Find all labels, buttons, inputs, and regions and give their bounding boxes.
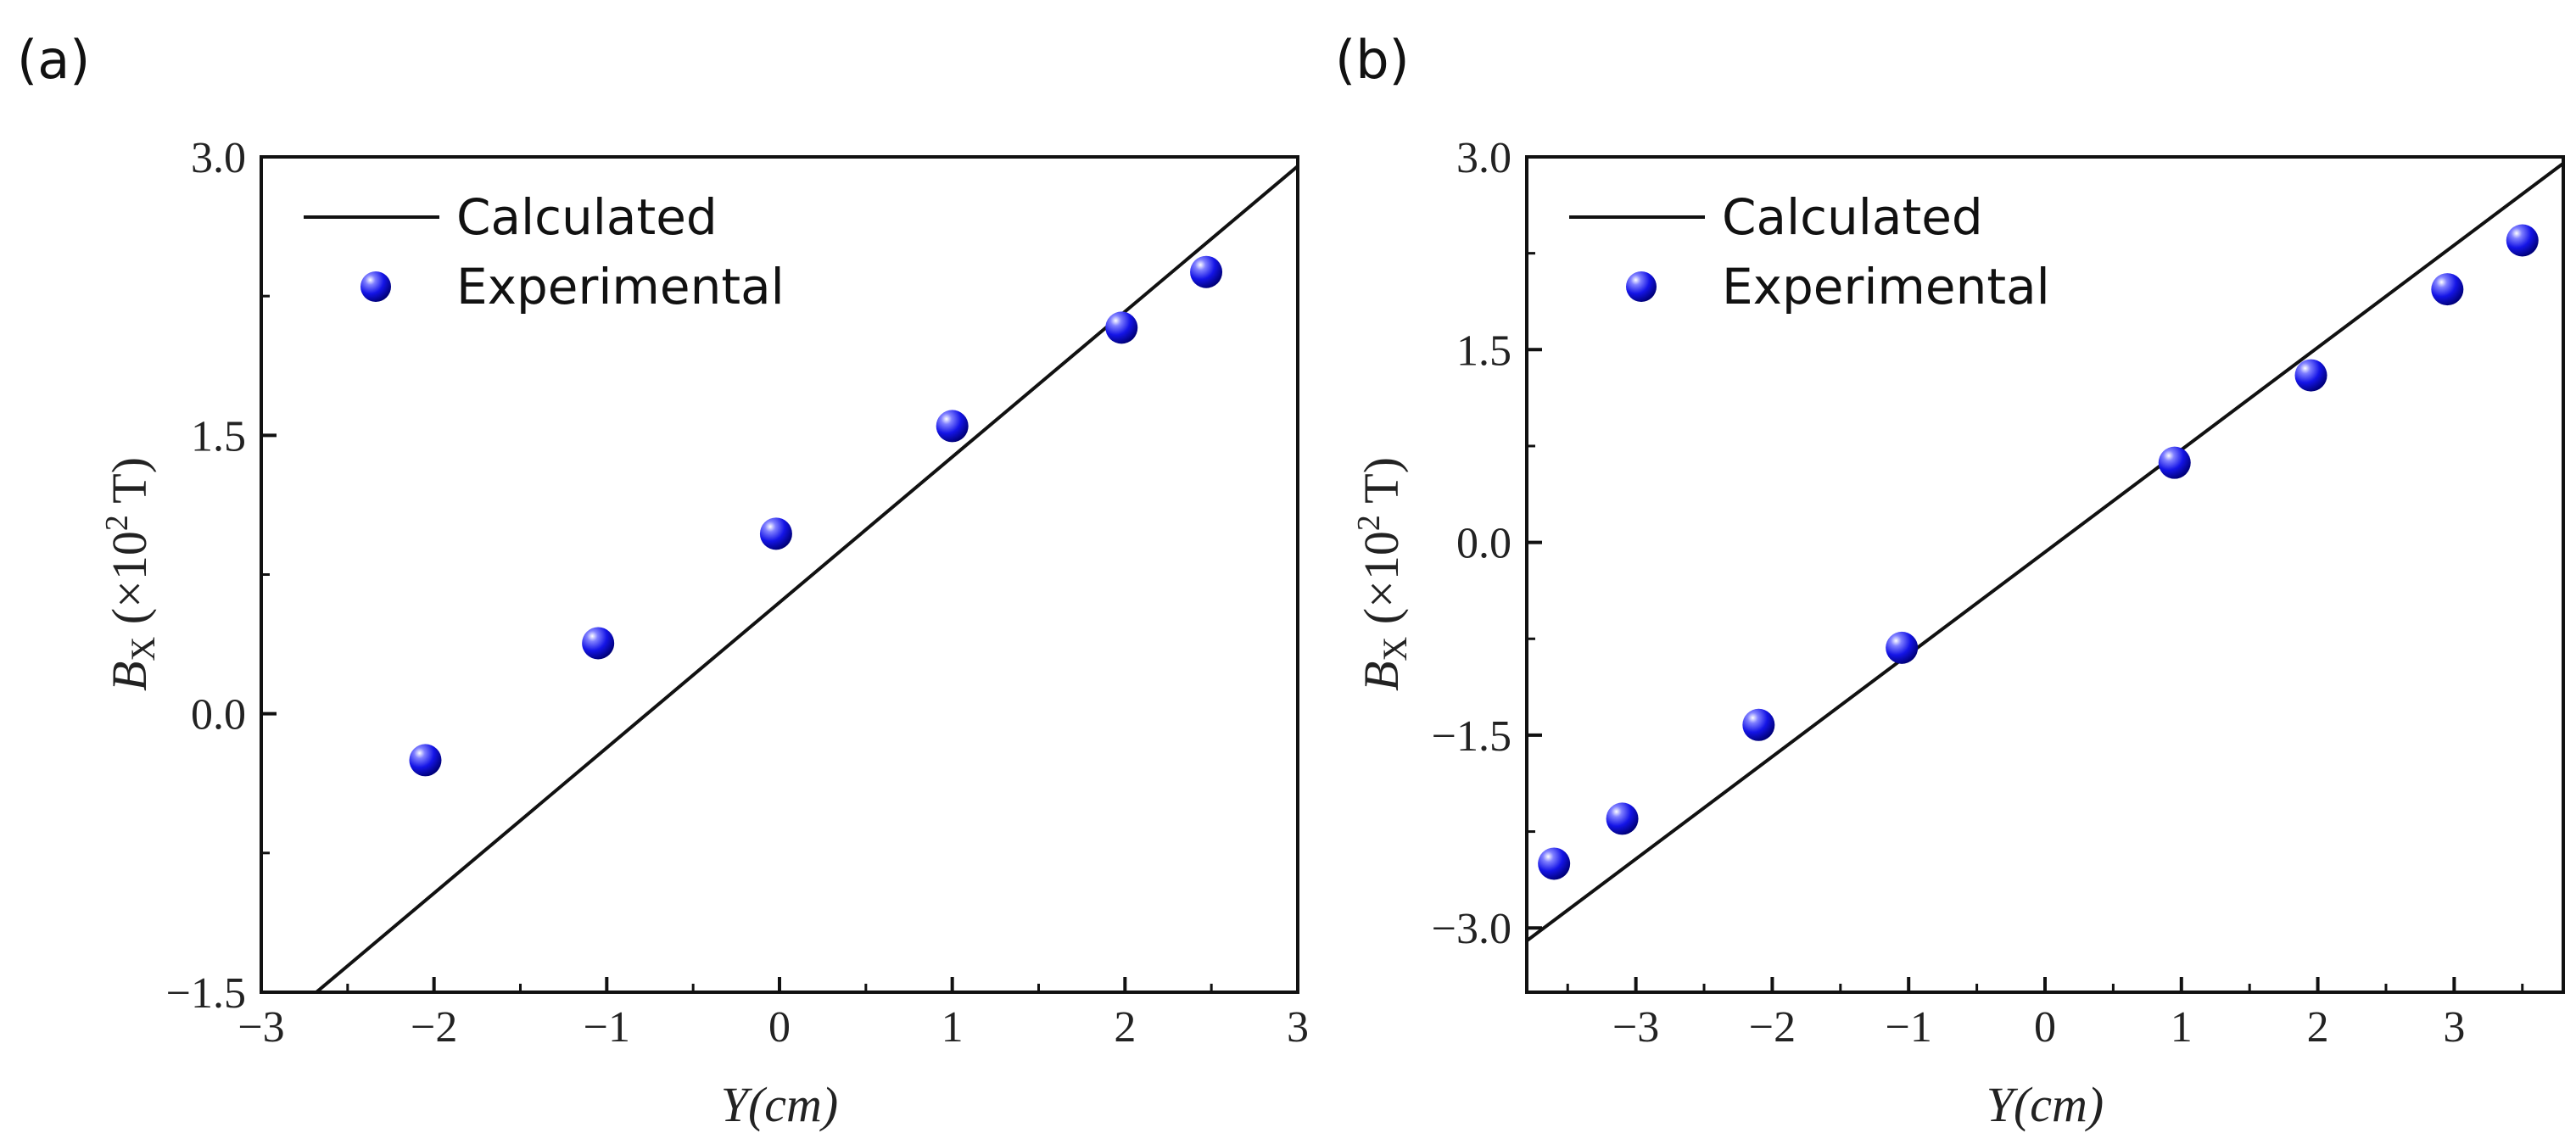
y-tick-label-a: 3.0 [191, 134, 246, 182]
chart-panel-b: (b) −3 −2 −1 0 1 2 3 −3.0 −1.5 0.0 1.5 3.0 Calculat… [1335, 29, 2565, 1132]
experimental-point-a [582, 627, 615, 660]
y-axis-label-b: BX (×102 T) [1351, 457, 1414, 691]
x-tick-label-b: 2 [2307, 1003, 2329, 1052]
x-tick-label-a: −1 [584, 1003, 630, 1052]
legend-label-calculated-b: Calculated [1722, 188, 1983, 246]
experimental-point-a [1105, 311, 1138, 344]
y-tick-label-b: 0.0 [1456, 520, 1512, 568]
experimental-point-a [759, 517, 792, 550]
panel-label-b: (b) [1335, 29, 1410, 91]
legend-label-calculated-a: Calculated [456, 188, 718, 246]
data-marks-a [313, 165, 1298, 992]
experimental-point-b [1538, 847, 1571, 880]
x-tick-label-b: −2 [1749, 1003, 1796, 1052]
legend-b: Calculated Experimental [1569, 188, 2050, 315]
x-axis-label-a: Y(cm) [721, 1077, 839, 1132]
y-tick-label-b: −3.0 [1432, 905, 1512, 953]
y-axis-label-a: BX (×102 T) [99, 457, 162, 691]
experimental-point-a [409, 744, 442, 777]
experimental-point-b [1606, 802, 1639, 835]
y-tick-label-a: 1.5 [191, 412, 246, 460]
experimental-point-b [2294, 359, 2327, 392]
x-tick-label-a: 3 [1287, 1003, 1309, 1052]
experimental-point-a [1190, 255, 1223, 288]
x-tick-label-a: −2 [411, 1003, 457, 1052]
experimental-point-b [2158, 446, 2191, 479]
axis-ticks-b: −3 −2 −1 0 1 2 3 −3.0 −1.5 0.0 1.5 3.0 [1432, 134, 2524, 1052]
experimental-point-b [2431, 273, 2464, 306]
experimental-point-a [936, 410, 969, 443]
y-tick-label-b: −1.5 [1432, 712, 1512, 761]
x-tick-label-b: −3 [1612, 1003, 1659, 1052]
x-tick-label-a: 2 [1114, 1003, 1136, 1052]
calculated-line-a [313, 165, 1298, 992]
x-tick-label-a: 1 [942, 1003, 964, 1052]
x-tick-label-b: 0 [2034, 1003, 2056, 1052]
y-tick-label-a: −1.5 [166, 969, 246, 1018]
experimental-point-b [1886, 631, 1919, 664]
x-tick-label-b: 3 [2443, 1003, 2465, 1052]
chart-panel-a: (a) −3 −2 −1 0 1 2 3 −1.5 0.0 1.5 3.0 Calculated E… [17, 29, 1309, 1132]
y-tick-label-b: 3.0 [1456, 134, 1512, 182]
x-tick-label-a: 0 [768, 1003, 791, 1052]
panel-label-a: (a) [17, 29, 90, 91]
x-tick-label-b: −1 [1886, 1003, 1932, 1052]
legend-marker-experimental-a [360, 271, 391, 302]
x-tick-label-a: −3 [237, 1003, 284, 1052]
legend-a: Calculated Experimental [304, 188, 785, 315]
x-tick-label-b: 1 [2171, 1003, 2193, 1052]
y-tick-label-a: 0.0 [191, 691, 246, 739]
calculated-line-b [1527, 161, 2563, 942]
legend-label-experimental-a: Experimental [456, 258, 785, 315]
legend-marker-experimental-b [1626, 271, 1657, 302]
y-tick-label-b: 1.5 [1456, 326, 1512, 375]
experimental-point-b [1742, 708, 1775, 741]
x-axis-label-b: Y(cm) [1986, 1077, 2104, 1132]
axis-ticks-a: −3 −2 −1 0 1 2 3 −1.5 0.0 1.5 3.0 [166, 134, 1309, 1052]
experimental-point-b [2506, 224, 2539, 257]
legend-label-experimental-b: Experimental [1722, 258, 2050, 315]
data-marks-b [1527, 161, 2563, 942]
